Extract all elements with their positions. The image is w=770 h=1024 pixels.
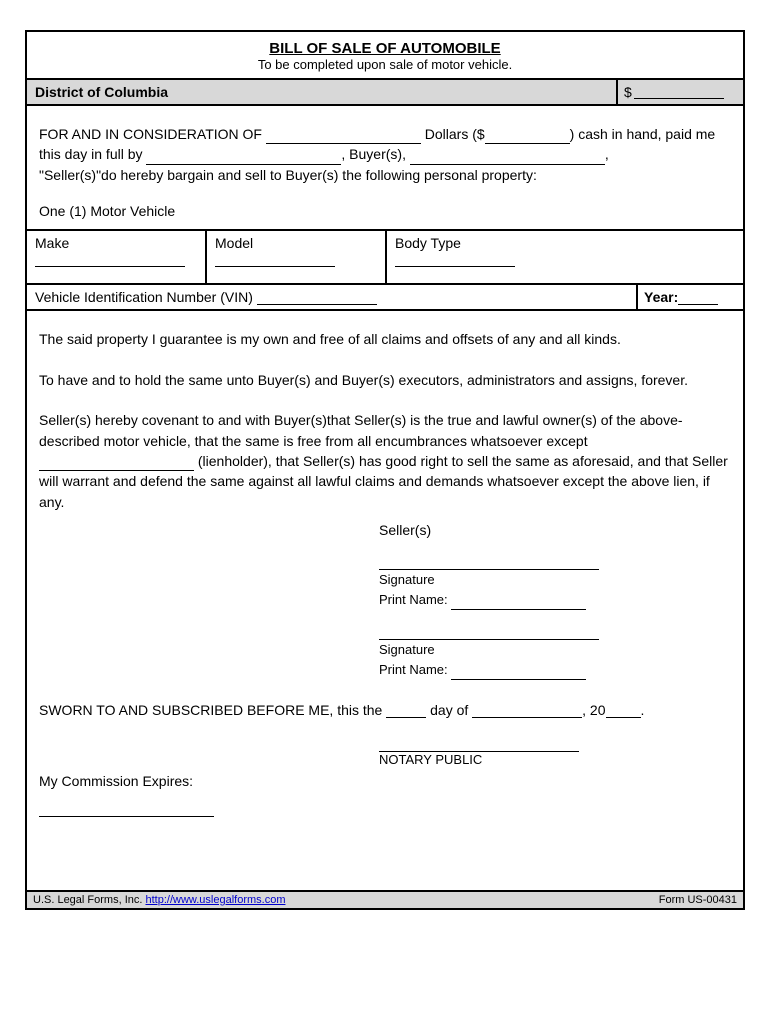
- vin-blank[interactable]: [257, 291, 377, 305]
- dollar-sign: $: [624, 84, 632, 100]
- warranty-block: The said property I guarantee is my own …: [27, 311, 743, 687]
- model-label: Model: [215, 235, 253, 251]
- buyer1-blank[interactable]: [146, 151, 341, 165]
- sig2-line[interactable]: [379, 626, 599, 640]
- vin-cell: Vehicle Identification Number (VIN): [27, 285, 638, 309]
- price-blank[interactable]: [634, 85, 724, 99]
- sig1-line[interactable]: [379, 556, 599, 570]
- sig1-label: Signature: [379, 571, 731, 590]
- notary-sig-line[interactable]: [379, 738, 579, 752]
- para-3a: Seller(s) hereby covenant to and with Bu…: [39, 412, 683, 448]
- form-title: BILL OF SALE OF AUTOMOBILE: [27, 40, 743, 57]
- printname1-blank[interactable]: [451, 596, 586, 610]
- sellers-label: Seller(s): [379, 520, 731, 540]
- printname2: Print Name:: [379, 661, 731, 680]
- footer-bar: U.S. Legal Forms, Inc. http://www.uslega…: [27, 890, 743, 908]
- commission-blank[interactable]: [39, 803, 214, 817]
- vin-label: Vehicle Identification Number (VIN): [35, 289, 253, 305]
- sworn-day-label: day of: [426, 702, 472, 718]
- lienholder-blank[interactable]: [39, 457, 194, 471]
- printname2-blank[interactable]: [451, 666, 586, 680]
- notary-label: NOTARY PUBLIC: [379, 752, 731, 767]
- para-3: Seller(s) hereby covenant to and with Bu…: [39, 410, 731, 511]
- footer-left: U.S. Legal Forms, Inc. http://www.uslega…: [33, 894, 285, 906]
- sworn-pre: SWORN TO AND SUBSCRIBED BEFORE ME, this …: [39, 702, 386, 718]
- year-label: Year:: [644, 289, 678, 305]
- model-cell: Model: [207, 231, 387, 283]
- comma: ,: [605, 146, 609, 162]
- body-label: Body Type: [395, 235, 461, 251]
- title-block: BILL OF SALE OF AUTOMOBILE To be complet…: [27, 32, 743, 78]
- sworn-year-blank[interactable]: [606, 704, 641, 718]
- footer-link[interactable]: http://www.uslegalforms.com: [145, 894, 285, 906]
- sworn-month-blank[interactable]: [472, 704, 582, 718]
- make-cell: Make: [27, 231, 207, 283]
- footer-right: Form US-00431: [659, 894, 737, 906]
- make-blank[interactable]: [35, 253, 185, 267]
- year-blank[interactable]: [678, 291, 718, 305]
- sworn-period: .: [641, 702, 645, 718]
- para-1: The said property I guarantee is my own …: [39, 329, 731, 349]
- buyers-label: , Buyer(s),: [341, 146, 409, 162]
- signature-block: Seller(s) Signature Print Name: Signatur…: [39, 520, 731, 680]
- model-blank[interactable]: [215, 253, 335, 267]
- jurisdiction-label: District of Columbia: [27, 80, 618, 104]
- year-cell: Year:: [638, 285, 743, 309]
- commission-label: My Commission Expires:: [39, 773, 731, 789]
- sworn-day-blank[interactable]: [386, 704, 426, 718]
- form-subtitle: To be completed upon sale of motor vehic…: [27, 57, 743, 72]
- printname1: Print Name:: [379, 591, 731, 610]
- seller-clause: "Seller(s)"do hereby bargain and sell to…: [39, 167, 537, 183]
- body-blank[interactable]: [395, 253, 515, 267]
- vehicle-row: Make Model Body Type: [27, 229, 743, 285]
- footer-company: U.S. Legal Forms, Inc.: [33, 894, 145, 906]
- amount-words-blank[interactable]: [266, 130, 421, 144]
- buyer2-blank[interactable]: [410, 151, 605, 165]
- amount-num-blank[interactable]: [485, 130, 570, 144]
- sig2-label: Signature: [379, 641, 731, 660]
- price-cell: $: [618, 80, 743, 104]
- sworn-20: , 20: [582, 702, 605, 718]
- para-2: To have and to hold the same unto Buyer(…: [39, 370, 731, 390]
- header-row: District of Columbia $: [27, 78, 743, 106]
- dollars-label: Dollars ($: [425, 126, 485, 142]
- body-cell: Body Type: [387, 231, 743, 283]
- consideration-prefix: FOR AND IN CONSIDERATION OF: [39, 126, 266, 142]
- vehicle-header: One (1) Motor Vehicle: [39, 201, 731, 221]
- consideration-block: FOR AND IN CONSIDERATION OF Dollars ($) …: [27, 106, 743, 229]
- vin-row: Vehicle Identification Number (VIN) Year…: [27, 285, 743, 311]
- notary-block: SWORN TO AND SUBSCRIBED BEFORE ME, this …: [27, 702, 743, 817]
- make-label: Make: [35, 235, 69, 251]
- form-container: BILL OF SALE OF AUTOMOBILE To be complet…: [25, 30, 745, 910]
